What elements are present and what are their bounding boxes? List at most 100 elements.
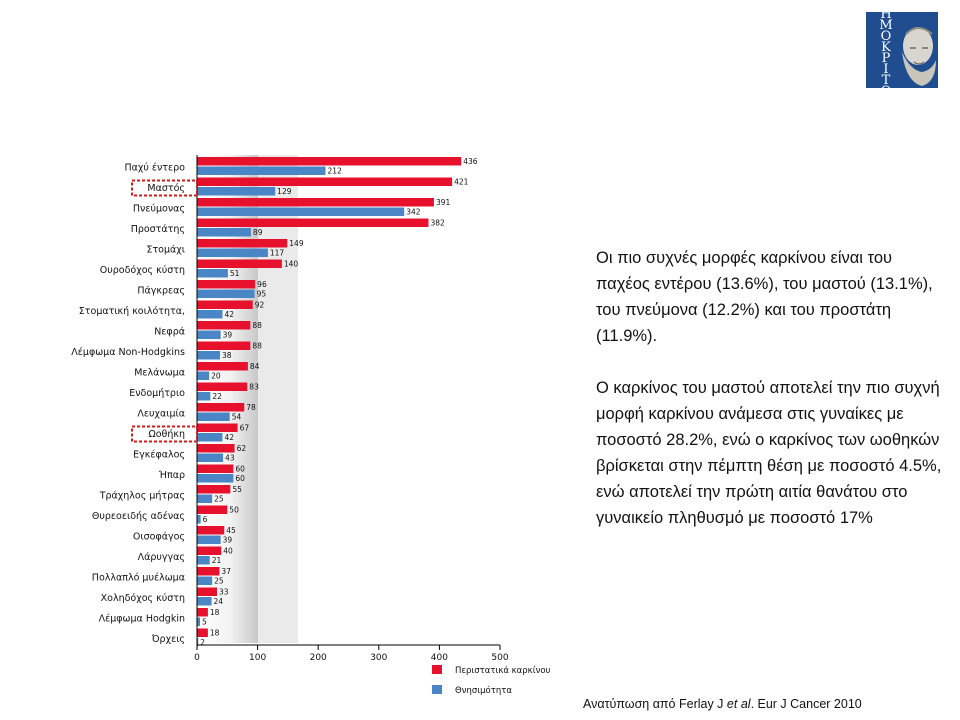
category-label: Νεφρά (154, 327, 185, 338)
x-tick-label: 400 (431, 653, 448, 663)
x-tick-label: 0 (194, 653, 200, 663)
category-label: Θυρεοειδής αδένας (92, 511, 185, 522)
incidence-value-label: 96 (257, 280, 267, 289)
incidence-value-label: 84 (250, 362, 260, 371)
incidence-value-label: 382 (430, 219, 445, 228)
mortality-value-label: 129 (277, 187, 292, 196)
cancer-bar-chart: Παχύ έντερο436212Μαστός421129Πνεύμονας39… (71, 155, 551, 696)
logo-letter: Κ (881, 40, 891, 55)
logo-portrait-icon (902, 27, 936, 86)
incidence-value-label: 18 (210, 629, 220, 638)
logo-letter: Η (880, 12, 892, 22)
category-label: Οισοφάγος (133, 532, 185, 543)
incidence-value-label: 88 (252, 342, 262, 351)
incidence-value-label: 140 (284, 260, 299, 269)
mortality-bar (197, 187, 276, 196)
category-label: Όρχεις (151, 634, 185, 645)
category-label: Παχύ έντερο (124, 163, 185, 174)
mortality-value-label: 38 (222, 351, 232, 360)
logo-letter: Ο (866, 85, 906, 88)
mortality-value-label: 25 (214, 577, 224, 586)
mortality-value-label: 95 (257, 290, 267, 299)
incidence-bar (197, 567, 220, 576)
category-label: Πολλαπλό μυέλωμα (92, 573, 185, 584)
incidence-value-label: 436 (463, 157, 478, 166)
mortality-value-label: 42 (224, 310, 234, 319)
mortality-value-label: 54 (232, 413, 242, 422)
mortality-bar (197, 289, 255, 298)
incidence-bar (197, 218, 429, 227)
incidence-bar (197, 198, 434, 207)
incidence-bar (197, 362, 248, 371)
category-label: Πάγκρεας (137, 286, 185, 297)
category-label: Χοληδόχος κύστη (101, 593, 185, 604)
incidence-bar (197, 321, 251, 330)
paragraph-common-cancers: Οι πιο συχνές μορφές καρκίνου είναι του … (596, 249, 933, 345)
incidence-value-label: 37 (221, 567, 231, 576)
mortality-value-label: 212 (327, 167, 342, 176)
incidence-bar (197, 177, 453, 186)
mortality-value-label: 42 (224, 433, 234, 442)
category-label: Στοματική κοιλότητα, (79, 306, 185, 317)
incidence-value-label: 60 (235, 465, 245, 474)
mortality-value-label: 6 (203, 515, 208, 524)
mortality-bar (197, 494, 213, 503)
mortality-bar (197, 576, 213, 585)
category-label: Πνεύμονας (133, 204, 185, 215)
mortality-bar (197, 371, 210, 380)
mortality-value-label: 21 (212, 556, 222, 565)
legend-label-mortality: Θνησιμότητα (455, 685, 512, 696)
mortality-bar (197, 556, 210, 565)
plot-shading-right (258, 155, 298, 643)
x-tick-label: 200 (310, 653, 327, 663)
mortality-bar (197, 248, 268, 257)
mortality-bar (197, 535, 221, 544)
x-tick-label: 300 (370, 653, 387, 663)
incidence-value-label: 62 (237, 444, 247, 453)
category-label: Στομάχι (146, 245, 185, 256)
incidence-bar (197, 608, 208, 617)
category-label: Λέμφωμα Non-Hodgkins (71, 347, 185, 358)
paragraph-breast-ovary: Ο καρκίνος του μαστού αποτελεί την πιο σ… (596, 379, 942, 527)
mortality-bar (197, 515, 201, 524)
mortality-value-label: 39 (223, 331, 233, 340)
highlight-box (131, 425, 198, 443)
citation-etal: et al (726, 697, 751, 711)
category-label: Ουροδόχος κύστη (100, 265, 185, 276)
logo-letter: Ο (880, 29, 892, 44)
mortality-value-label: 89 (253, 228, 263, 237)
incidence-value-label: 88 (252, 321, 262, 330)
incidence-bar (197, 526, 225, 535)
democritus-logo: ΔΗΜΟΚΡΙΤΟΣ (866, 12, 938, 88)
mortality-bar (197, 166, 326, 175)
mortality-value-label: 43 (225, 454, 235, 463)
incidence-value-label: 55 (232, 485, 242, 494)
mortality-value-label: 51 (230, 269, 240, 278)
incidence-bar (197, 239, 288, 248)
x-tick-label: 100 (249, 653, 266, 663)
mortality-value-label: 5 (202, 618, 207, 627)
incidence-value-label: 67 (240, 424, 250, 433)
mortality-bar (197, 392, 211, 401)
mortality-value-label: 25 (214, 495, 224, 504)
x-tick-label: 500 (491, 653, 508, 663)
mortality-value-label: 20 (211, 372, 221, 381)
mortality-bar (197, 269, 228, 278)
logo-letter: Μ (879, 18, 893, 33)
mortality-value-label: 2 (200, 638, 205, 647)
incidence-bar (197, 157, 462, 166)
incidence-value-label: 391 (436, 198, 451, 207)
mortality-bar (197, 228, 251, 237)
mortality-bar (197, 330, 221, 339)
mortality-value-label: 24 (214, 597, 224, 606)
mortality-value-label: 60 (235, 474, 245, 483)
mortality-bar (197, 474, 234, 483)
incidence-value-label: 18 (210, 608, 220, 617)
incidence-bar (197, 300, 253, 309)
description-text: Οι πιο συχνές μορφές καρκίνου είναι του … (596, 245, 946, 531)
mortality-value-label: 117 (270, 249, 285, 258)
logo-letters: ΔΗΜΟΚΡΙΤΟΣ (866, 12, 906, 88)
citation-suffix: . Eur J Cancer 2010 (750, 697, 862, 711)
legend-label-incidence: Περιστατικά καρκίνου (455, 666, 551, 676)
incidence-value-label: 33 (219, 588, 229, 597)
